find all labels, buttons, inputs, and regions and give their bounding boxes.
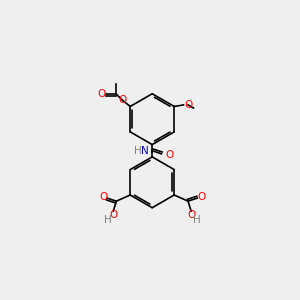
Text: O: O [109, 210, 117, 220]
Text: O: O [118, 95, 127, 105]
Text: H: H [104, 215, 112, 225]
Text: O: O [165, 150, 174, 160]
Text: O: O [98, 89, 106, 99]
Text: N: N [141, 146, 148, 157]
Text: O: O [187, 210, 195, 220]
Text: H: H [134, 146, 142, 157]
Text: O: O [99, 192, 107, 202]
Text: O: O [197, 192, 205, 202]
Text: O: O [184, 100, 193, 110]
Text: H: H [193, 215, 200, 225]
